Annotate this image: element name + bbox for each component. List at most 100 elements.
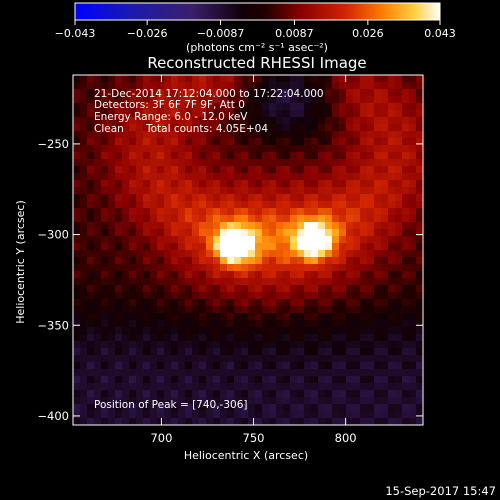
heatmap-cell	[101, 96, 109, 104]
heatmap-cell	[367, 257, 375, 265]
heatmap-cell	[367, 271, 375, 279]
heatmap-cell	[269, 327, 277, 335]
heatmap-cell	[101, 278, 109, 286]
heatmap-cell	[297, 194, 305, 202]
heatmap-cell	[325, 201, 333, 209]
heatmap-cell	[339, 173, 347, 181]
heatmap-cell	[185, 229, 193, 237]
heatmap-cell	[276, 89, 284, 97]
heatmap-cell	[129, 236, 137, 244]
heatmap-cell	[297, 222, 305, 230]
heatmap-cell	[367, 110, 375, 118]
heatmap-cell	[213, 418, 221, 425]
heatmap-cell	[248, 383, 256, 391]
heatmap-cell	[318, 124, 326, 132]
heatmap-cell	[171, 236, 179, 244]
heatmap-cell	[157, 341, 165, 349]
heatmap-cell	[94, 201, 102, 209]
heatmap-cell	[241, 117, 249, 125]
heatmap-cell	[150, 313, 158, 321]
heatmap-cell	[276, 96, 284, 104]
heatmap-cell	[227, 138, 235, 146]
heatmap-cell	[416, 82, 423, 90]
heatmap-cell	[199, 152, 207, 160]
heatmap-cell	[269, 222, 277, 230]
heatmap-cell	[409, 110, 417, 118]
heatmap-cell	[171, 292, 179, 300]
heatmap-cell	[94, 257, 102, 265]
heatmap-cell	[346, 418, 354, 425]
heatmap-cell	[395, 152, 403, 160]
heatmap-cell	[101, 166, 109, 174]
heatmap-cell	[269, 215, 277, 223]
heatmap-cell	[290, 369, 298, 377]
heatmap-cell	[353, 383, 361, 391]
heatmap-cell	[255, 292, 263, 300]
heatmap-cell	[213, 243, 221, 251]
heatmap-cell	[87, 194, 95, 202]
heatmap-cell	[150, 285, 158, 293]
heatmap-cell	[164, 418, 172, 425]
heatmap-cell	[374, 264, 382, 272]
heatmap-cell	[276, 390, 284, 398]
heatmap-cell	[318, 215, 326, 223]
heatmap-cell	[290, 390, 298, 398]
heatmap-cell	[360, 271, 368, 279]
heatmap-cell	[304, 110, 312, 118]
heatmap-cell	[409, 376, 417, 384]
heatmap-cell	[136, 194, 144, 202]
heatmap-cell	[367, 96, 375, 104]
heatmap-cell	[234, 250, 242, 258]
heatmap-cell	[269, 313, 277, 321]
heatmap-cell	[129, 152, 137, 160]
heatmap-cell	[276, 166, 284, 174]
heatmap-cell	[304, 390, 312, 398]
heatmap-cell	[87, 411, 95, 419]
heatmap-cell	[346, 348, 354, 356]
heatmap-cell	[178, 362, 186, 370]
heatmap-cell	[325, 369, 333, 377]
heatmap-cell	[206, 369, 214, 377]
heatmap-cell	[164, 187, 172, 195]
heatmap-cell	[227, 264, 235, 272]
heatmap-cell	[248, 376, 256, 384]
heatmap-cell	[332, 180, 340, 188]
heatmap-cell	[220, 145, 228, 153]
heatmap-cell	[150, 89, 158, 97]
heatmap-cell	[283, 278, 291, 286]
heatmap-cell	[311, 194, 319, 202]
heatmap-cell	[353, 257, 361, 265]
heatmap-cell	[143, 418, 151, 425]
heatmap-cell	[290, 397, 298, 405]
heatmap-cell	[353, 131, 361, 139]
heatmap-cell	[283, 145, 291, 153]
heatmap-cell	[318, 369, 326, 377]
heatmap-cell	[115, 131, 123, 139]
heatmap-cell	[227, 124, 235, 132]
heatmap-cell	[206, 166, 214, 174]
heatmap-cell	[353, 341, 361, 349]
heatmap-cell	[101, 250, 109, 258]
heatmap-cell	[185, 180, 193, 188]
heatmap-cell	[192, 320, 200, 328]
heatmap-cell	[360, 89, 368, 97]
heatmap-cell	[206, 208, 214, 216]
heatmap-cell	[122, 411, 130, 419]
heatmap-cell	[276, 75, 284, 83]
heatmap-cell	[108, 299, 116, 307]
heatmap-cell	[94, 362, 102, 370]
heatmap-cell	[94, 89, 102, 97]
heatmap-cell	[220, 313, 228, 321]
heatmap-cell	[101, 306, 109, 314]
heatmap-cell	[80, 201, 88, 209]
heatmap-cell	[409, 243, 417, 251]
heatmap-cell	[157, 117, 165, 125]
heatmap-cell	[73, 348, 81, 356]
heatmap-cell	[339, 418, 347, 425]
heatmap-cell	[262, 159, 270, 167]
heatmap-cell	[311, 334, 319, 342]
heatmap-cell	[255, 194, 263, 202]
heatmap-cell	[178, 390, 186, 398]
heatmap-cell	[199, 166, 207, 174]
heatmap-cell	[388, 250, 396, 258]
